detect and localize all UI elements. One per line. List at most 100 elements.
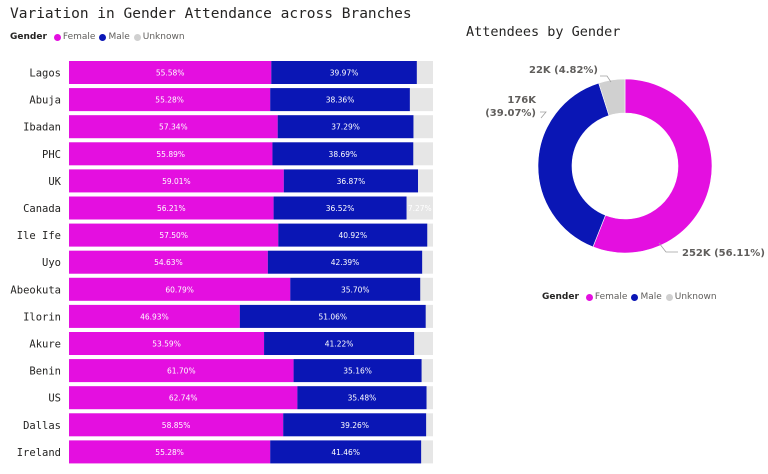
bar-segment-male[interactable] <box>239 304 426 328</box>
data-label-female: 53.59% <box>152 340 181 349</box>
data-label-female: 57.50% <box>159 231 188 240</box>
legend-unknown-label[interactable]: Unknown <box>674 292 717 302</box>
legend-female-label[interactable]: Female <box>62 32 96 42</box>
donut-slice-unknown[interactable] <box>598 78 626 116</box>
category-label: Uyo <box>42 257 61 269</box>
data-label-female: 54.63% <box>154 258 183 267</box>
data-label-male: 37.29% <box>331 123 360 132</box>
legend-title: Gender <box>10 32 47 42</box>
legend-male-swatch <box>99 33 107 41</box>
category-label: Ireland <box>17 447 61 459</box>
bar-segment-female[interactable] <box>69 250 268 274</box>
data-label-female: 59.01% <box>162 177 191 186</box>
data-label-male: 38.69% <box>329 150 358 159</box>
category-label: Canada <box>23 203 61 215</box>
bar-segment-male[interactable] <box>277 115 414 139</box>
data-label-male: 41.22% <box>325 340 354 349</box>
bar-segment-female[interactable] <box>69 413 284 437</box>
bar-segment-male[interactable] <box>290 277 421 301</box>
donut-leader-line <box>540 111 547 119</box>
bar-row-abeokuta: Abeokuta 60.79% 35.70% <box>10 277 433 301</box>
bar-segment-female[interactable] <box>69 440 271 464</box>
data-label-female: 61.70% <box>167 367 196 376</box>
bar-segment-female[interactable] <box>69 386 298 410</box>
bar-segment-male[interactable] <box>270 440 422 464</box>
data-label-male: 36.87% <box>337 177 366 186</box>
data-label-female: 62.74% <box>169 394 198 403</box>
bar-segment-female[interactable] <box>69 88 271 112</box>
data-label-female: 56.21% <box>157 204 186 213</box>
data-label-male: 38.36% <box>326 96 355 105</box>
bar-segment-female[interactable] <box>69 332 265 355</box>
bar-segment-male[interactable] <box>278 223 428 247</box>
legend-unknown-swatch <box>133 33 141 41</box>
donut-leader-line <box>600 75 612 83</box>
bar-segment-female[interactable] <box>69 277 291 301</box>
bar-segment-male[interactable] <box>267 250 423 274</box>
bar-segment-female[interactable] <box>69 142 273 166</box>
category-label: Lagos <box>29 68 61 80</box>
bar-row-dallas: Dallas 58.85% 39.26% <box>23 413 433 437</box>
bar-row-abuja: Abuja 55.28% 38.36% <box>29 88 433 112</box>
bar-segment-female[interactable] <box>69 61 272 84</box>
bar-row-canada: Canada 56.21% 36.52% 7.27% <box>23 196 433 220</box>
bar-row-uyo: Uyo 54.63% 42.39% <box>42 250 433 274</box>
category-label: Ile Ife <box>17 230 61 242</box>
bar-row-ibadan: Ibadan 57.34% 37.29% <box>23 115 433 139</box>
data-label-male: 51.06% <box>318 312 347 321</box>
data-label-female: 57.34% <box>159 123 188 132</box>
donut-label-unknown: 22K (4.82%) <box>529 65 598 76</box>
legend-male-label[interactable]: Male <box>108 32 130 42</box>
bar-segment-male[interactable] <box>270 88 410 112</box>
bar-segment-female[interactable] <box>69 223 279 247</box>
category-label: Abuja <box>29 95 61 107</box>
bar-segment-female[interactable] <box>69 359 294 383</box>
category-label: UK <box>48 176 61 188</box>
donut-label-female: 252K (56.11%) <box>682 248 765 259</box>
donut-slice-female[interactable] <box>592 78 713 254</box>
legend-male-swatch <box>631 293 639 301</box>
data-label-male: 42.39% <box>331 258 360 267</box>
data-label-male: 39.97% <box>330 69 359 78</box>
data-label-female: 55.58% <box>156 69 185 78</box>
bar-segment-male[interactable] <box>283 169 419 193</box>
bar-segment-male[interactable] <box>272 142 414 166</box>
category-label: Benin <box>29 366 61 378</box>
data-label-male: 40.92% <box>338 231 367 240</box>
data-label-female: 55.28% <box>155 448 184 457</box>
legend-male-label[interactable]: Male <box>640 292 662 302</box>
category-label: Abeokuta <box>10 284 61 296</box>
data-label-male: 36.52% <box>326 204 355 213</box>
legend-unknown-label[interactable]: Unknown <box>142 32 185 42</box>
bar-segment-male[interactable] <box>297 386 427 410</box>
category-label: Akure <box>29 339 61 351</box>
bar-segment-female[interactable] <box>69 304 240 328</box>
donut-slice-male[interactable] <box>537 82 610 248</box>
legend-female-swatch <box>53 33 61 41</box>
donut-chart-legend: Gender Female Male Unknown <box>542 292 718 302</box>
data-label-unknown: 7.27% <box>408 204 432 213</box>
bar-chart-legend: Gender Female Male Unknown <box>10 32 186 42</box>
data-label-male: 39.26% <box>340 421 369 430</box>
bar-row-phc: PHC 55.89% 38.69% <box>42 142 433 166</box>
data-label-female: 55.28% <box>155 96 184 105</box>
bar-segment-female[interactable] <box>69 196 274 220</box>
data-label-male: 35.48% <box>348 394 377 403</box>
bar-row-benin: Benin 61.70% 35.16% <box>29 359 433 383</box>
bar-segment-male[interactable] <box>293 359 422 383</box>
bar-segment-male[interactable] <box>273 196 407 220</box>
bar-segment-male[interactable] <box>283 413 427 437</box>
bar-segment-male[interactable] <box>264 332 415 355</box>
bar-segment-male[interactable] <box>271 61 417 84</box>
legend-female-label[interactable]: Female <box>594 292 628 302</box>
category-label: US <box>48 393 61 405</box>
category-label: Dallas <box>23 420 61 432</box>
bar-segment-female[interactable] <box>69 169 284 193</box>
data-label-female: 46.93% <box>140 312 169 321</box>
bar-row-ilorin: Ilorin 46.93% 51.06% <box>23 304 433 328</box>
bar-row-us: US 62.74% 35.48% <box>48 386 433 410</box>
bar-segment-female[interactable] <box>69 115 278 139</box>
legend-female-swatch <box>585 293 593 301</box>
data-label-female: 58.85% <box>162 421 191 430</box>
bar-chart-title: Variation in Gender Attendance across Br… <box>10 6 412 22</box>
